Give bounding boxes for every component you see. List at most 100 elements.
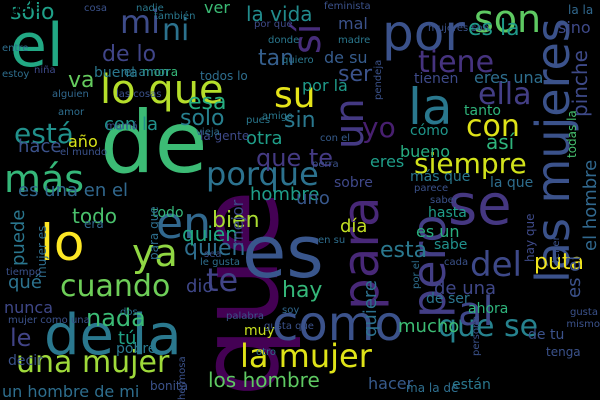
word-cloud-word: te: [206, 261, 239, 299]
word-cloud-word: hermosa: [177, 356, 188, 400]
word-cloud-word: la que: [490, 175, 534, 191]
word-cloud-word: todas la: [565, 110, 579, 158]
word-cloud-word: también: [154, 11, 196, 22]
word-cloud-word: la vida: [246, 2, 313, 26]
word-cloud-word: lo que: [100, 67, 224, 113]
word-cloud-word: puede: [8, 209, 29, 266]
word-cloud-word: quiero: [282, 55, 314, 66]
word-cloud-word: vieja: [196, 127, 220, 138]
word-cloud-word: día: [340, 216, 368, 237]
word-cloud-word: feminista: [324, 1, 371, 12]
word-cloud-word: bonita: [150, 379, 188, 393]
word-cloud-word: tener: [551, 236, 562, 263]
word-cloud-word: cómo: [410, 123, 449, 139]
word-cloud-word: eres una: [474, 68, 544, 87]
word-cloud-word: pinche: [568, 50, 592, 117]
word-cloud-word: para que: [147, 206, 161, 260]
word-cloud-word: ella: [478, 77, 532, 112]
word-cloud-word: de la: [44, 303, 182, 368]
word-cloud-word: mucho: [398, 316, 460, 337]
word-cloud-word: están: [452, 377, 491, 393]
word-cloud-word: eres: [370, 152, 405, 171]
word-cloud-word: todo: [152, 205, 184, 221]
word-cloud-word: como: [272, 296, 404, 352]
word-cloud-word: más: [4, 157, 85, 201]
word-cloud-word: sin: [284, 108, 316, 133]
word-cloud-word: sólo: [10, 0, 55, 25]
word-cloud-word: mujer como una: [8, 315, 90, 326]
word-cloud-word: qué: [8, 272, 42, 293]
word-cloud-word: de ser: [426, 291, 470, 307]
word-cloud-word: con la: [104, 114, 159, 135]
word-cloud-word: gusta: [570, 307, 598, 318]
word-cloud-word: sino: [558, 18, 591, 37]
word-cloud-word: mejor: [228, 199, 247, 246]
word-cloud-word: los hombre: [208, 368, 320, 392]
word-cloud-word: más que: [410, 169, 471, 185]
word-cloud-word: palabra: [226, 311, 264, 322]
word-cloud-word: tú: [118, 328, 137, 349]
word-cloud-word: es: [242, 210, 324, 294]
word-cloud-word: madre: [338, 35, 371, 46]
word-cloud-word: amigo: [262, 111, 294, 122]
word-cloud-word: lo: [40, 214, 85, 272]
word-cloud-word: tiempo: [6, 267, 42, 278]
word-cloud-word: yo: [362, 111, 396, 144]
word-cloud-word: decir: [8, 353, 43, 369]
word-cloud-word: otro: [256, 347, 277, 358]
word-cloud-word: por la: [302, 76, 348, 95]
word-cloud-word: se: [448, 173, 512, 238]
word-cloud-word: tan: [258, 46, 295, 71]
word-cloud-word: así: [486, 130, 515, 154]
word-cloud-word: puta: [534, 250, 585, 275]
word-cloud-word: amor: [58, 107, 85, 118]
word-cloud-word: tanto: [464, 103, 501, 119]
word-cloud-word: de: [100, 93, 208, 193]
word-cloud-word: ni: [162, 13, 190, 48]
word-cloud-word: nadie: [136, 3, 164, 14]
word-cloud-word: porque: [206, 155, 319, 193]
word-cloud-word: pues: [246, 115, 271, 126]
word-cloud-word: por: [382, 4, 465, 62]
word-cloud-word: es el: [564, 255, 585, 298]
word-cloud-word: sabe: [434, 237, 468, 253]
word-cloud-word: hasta: [428, 205, 467, 221]
word-cloud-word: ser: [338, 62, 373, 87]
word-cloud-word: nada: [86, 304, 146, 332]
word-cloud-word: entre: [2, 43, 29, 54]
word-cloud-word: su: [274, 75, 316, 116]
word-cloud-word: la: [408, 78, 453, 136]
word-cloud-word: hay: [282, 278, 323, 303]
word-cloud-word: una mujer: [16, 345, 170, 380]
word-cloud-word: quiere: [360, 280, 381, 337]
word-cloud-word: quien: [182, 222, 238, 246]
word-cloud-word: era: [84, 217, 104, 231]
word-cloud-word: el amor: [124, 65, 170, 79]
word-cloud-word: alguien: [52, 89, 89, 100]
word-cloud-word: le gusta: [200, 257, 241, 268]
word-cloud-word: cuando: [60, 269, 171, 304]
word-cloud-word: un hombre de mi: [2, 382, 140, 400]
word-cloud-word: tienen: [414, 71, 459, 87]
word-cloud-word: el mundo: [60, 147, 107, 158]
word-cloud-word: la gente: [200, 129, 250, 143]
word-cloud-word: muy: [244, 323, 275, 339]
word-cloud-word: de lo: [102, 42, 157, 67]
word-cloud-word: perra: [312, 159, 339, 170]
word-cloud-word: que se: [438, 309, 539, 344]
word-cloud-word: de una: [434, 278, 497, 299]
word-cloud-word: es una en el: [18, 180, 129, 201]
word-cloud-word: todo: [72, 204, 118, 228]
word-cloud-word: soy: [282, 305, 300, 316]
word-cloud-word: es la: [468, 16, 520, 41]
word-cloud-word: que te: [256, 144, 334, 172]
word-cloud-word: ahora: [468, 301, 509, 317]
word-cloud-word: ver: [204, 0, 230, 17]
word-cloud-word: en: [156, 198, 211, 249]
word-cloud-word: el hombre: [580, 159, 600, 251]
word-cloud-word: pobre: [116, 341, 157, 357]
word-cloud-word: morra: [142, 65, 179, 79]
word-cloud-word: de tu: [528, 327, 565, 343]
word-cloud-word: son: [474, 0, 542, 41]
word-cloud-word: sea: [204, 249, 222, 260]
